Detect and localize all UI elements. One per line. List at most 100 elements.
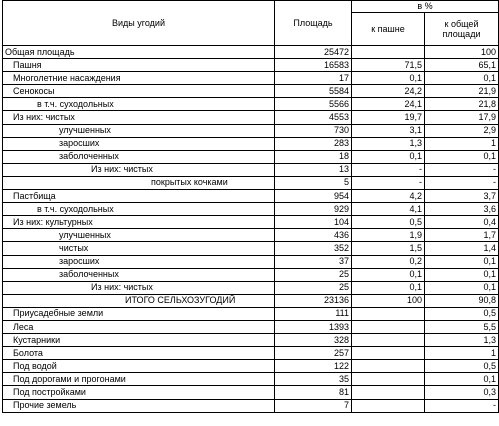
row-name: Из них: чистых	[2, 280, 275, 295]
table-row: Под постройками 81 0,3	[2, 385, 499, 400]
row-pct-arable	[351, 385, 425, 400]
row-name: Прочие земель	[2, 398, 275, 413]
row-area: 35	[274, 372, 352, 387]
table-row: ИТОГО СЕЛЬХОЗУГОДИЙ 23136 100 90,8	[2, 293, 499, 308]
row-pct-total: 0,5	[423, 359, 499, 374]
table-row: заросших 283 1,3 1	[2, 136, 499, 151]
table-row: в т.ч. суходольных 5566 24,1 21,8	[2, 97, 499, 112]
row-name: заболоченных	[2, 267, 275, 282]
table-row: Сенокосы 5584 24,2 21,9	[2, 84, 499, 99]
row-pct-arable	[351, 398, 425, 413]
row-pct-arable: 100	[351, 293, 425, 308]
row-area: 37	[274, 254, 352, 269]
header-land-type: Виды угодий	[2, 0, 275, 46]
header-pct-arable: к пашне	[351, 12, 425, 46]
table-row: Пастбища 954 4,2 3,7	[2, 189, 499, 204]
row-area: 25472	[274, 44, 352, 60]
row-pct-total: 0,1	[423, 149, 499, 164]
row-pct-arable: 0,5	[351, 215, 425, 230]
row-name: в т.ч. суходольных	[2, 97, 275, 112]
row-area: 25	[274, 267, 352, 282]
row-area: 730	[274, 123, 352, 138]
row-pct-total: 21,8	[423, 97, 499, 112]
row-area: 1393	[274, 319, 352, 335]
row-area: 23136	[274, 293, 352, 308]
row-pct-total: -	[423, 175, 499, 191]
table-row: улучшенных 730 3,1 2,9	[2, 123, 499, 138]
row-pct-total: 1	[423, 136, 499, 151]
row-pct-arable: 0,1	[351, 149, 425, 164]
table-row: Под водой 122 0,5	[2, 359, 499, 374]
table-row: Прочие земель 7 -	[2, 398, 499, 413]
row-name: Леса	[2, 319, 275, 335]
row-area: 13	[274, 162, 352, 177]
row-area: 954	[274, 189, 352, 204]
table-row: чистых 352 1,5 1,4	[2, 241, 499, 256]
row-pct-total: 0,4	[423, 215, 499, 230]
row-name: Кустарники	[2, 333, 275, 348]
row-pct-arable	[351, 319, 425, 335]
table-row: Под дорогами и прогонами 35 0,1	[2, 372, 499, 387]
row-pct-arable: 19,7	[351, 110, 425, 125]
row-area: 16583	[274, 58, 352, 73]
row-name: Болота	[2, 346, 275, 361]
row-name: Под постройками	[2, 385, 275, 400]
table-row: Пашня 16583 71,5 65,1	[2, 58, 499, 73]
row-name: в т.ч. суходольных	[2, 202, 275, 217]
row-pct-total: 1,3	[423, 333, 499, 348]
row-pct-total: 0,1	[423, 254, 499, 269]
row-pct-total: 65,1	[423, 58, 499, 73]
row-name: покрытых кочками	[2, 175, 275, 191]
row-name: Под водой	[2, 359, 275, 374]
table-row: заросших 37 0,2 0,1	[2, 254, 499, 269]
row-name: Сенокосы	[2, 84, 275, 99]
table-row: Из них: чистых 4553 19,7 17,9	[2, 110, 499, 125]
row-pct-arable: 0,1	[351, 71, 425, 86]
table-row: Из них: чистых 25 0,1 0,1	[2, 280, 499, 295]
row-area: 328	[274, 333, 352, 348]
row-name: Из них: культурных	[2, 215, 275, 230]
row-pct-arable: 24,2	[351, 84, 425, 99]
row-pct-arable: 1,3	[351, 136, 425, 151]
row-name: заросших	[2, 254, 275, 269]
row-name: Многолетние насаждения	[2, 71, 275, 86]
row-name: чистых	[2, 241, 275, 256]
row-area: 17	[274, 71, 352, 86]
row-pct-arable	[351, 359, 425, 374]
header-area: Площадь	[274, 0, 352, 46]
row-area: 7	[274, 398, 352, 413]
row-pct-total: 0,1	[423, 372, 499, 387]
row-name: Общая площадь	[2, 44, 275, 60]
row-pct-arable	[351, 346, 425, 361]
row-area: 104	[274, 215, 352, 230]
table-row: Общая площадь 25472 100	[2, 44, 499, 60]
row-pct-arable: 1,5	[351, 241, 425, 256]
row-pct-arable: 4,1	[351, 202, 425, 217]
header-pct-total: к общей площади	[423, 12, 499, 46]
table-row: заболоченных 25 0,1 0,1	[2, 267, 499, 282]
row-pct-arable: 3,1	[351, 123, 425, 138]
table-row: Болота 257 1	[2, 346, 499, 361]
table-row: Леса 1393 5,5	[2, 319, 499, 335]
row-pct-total: 5,5	[423, 319, 499, 335]
row-pct-total: 0,1	[423, 280, 499, 295]
land-use-table: Виды угодий Площадь в % к пашне к общей …	[2, 0, 499, 413]
row-pct-total: 0,5	[423, 306, 499, 321]
row-name: Пастбища	[2, 189, 275, 204]
table-row: Из них: культурных 104 0,5 0,4	[2, 215, 499, 230]
table-row: заболоченных 18 0,1 0,1	[2, 149, 499, 164]
row-pct-arable	[351, 306, 425, 321]
row-pct-total: 0,1	[423, 267, 499, 282]
row-pct-total: 21,9	[423, 84, 499, 99]
row-name: заросших	[2, 136, 275, 151]
row-pct-arable: 24,1	[351, 97, 425, 112]
row-area: 352	[274, 241, 352, 256]
row-area: 436	[274, 228, 352, 243]
row-name: Из них: чистых	[2, 110, 275, 125]
row-pct-arable: 71,5	[351, 58, 425, 73]
row-area: 5584	[274, 84, 352, 99]
row-pct-total: 17,9	[423, 110, 499, 125]
row-pct-arable: 4,2	[351, 189, 425, 204]
row-pct-total: -	[423, 398, 499, 413]
row-pct-total: 100	[423, 44, 499, 60]
